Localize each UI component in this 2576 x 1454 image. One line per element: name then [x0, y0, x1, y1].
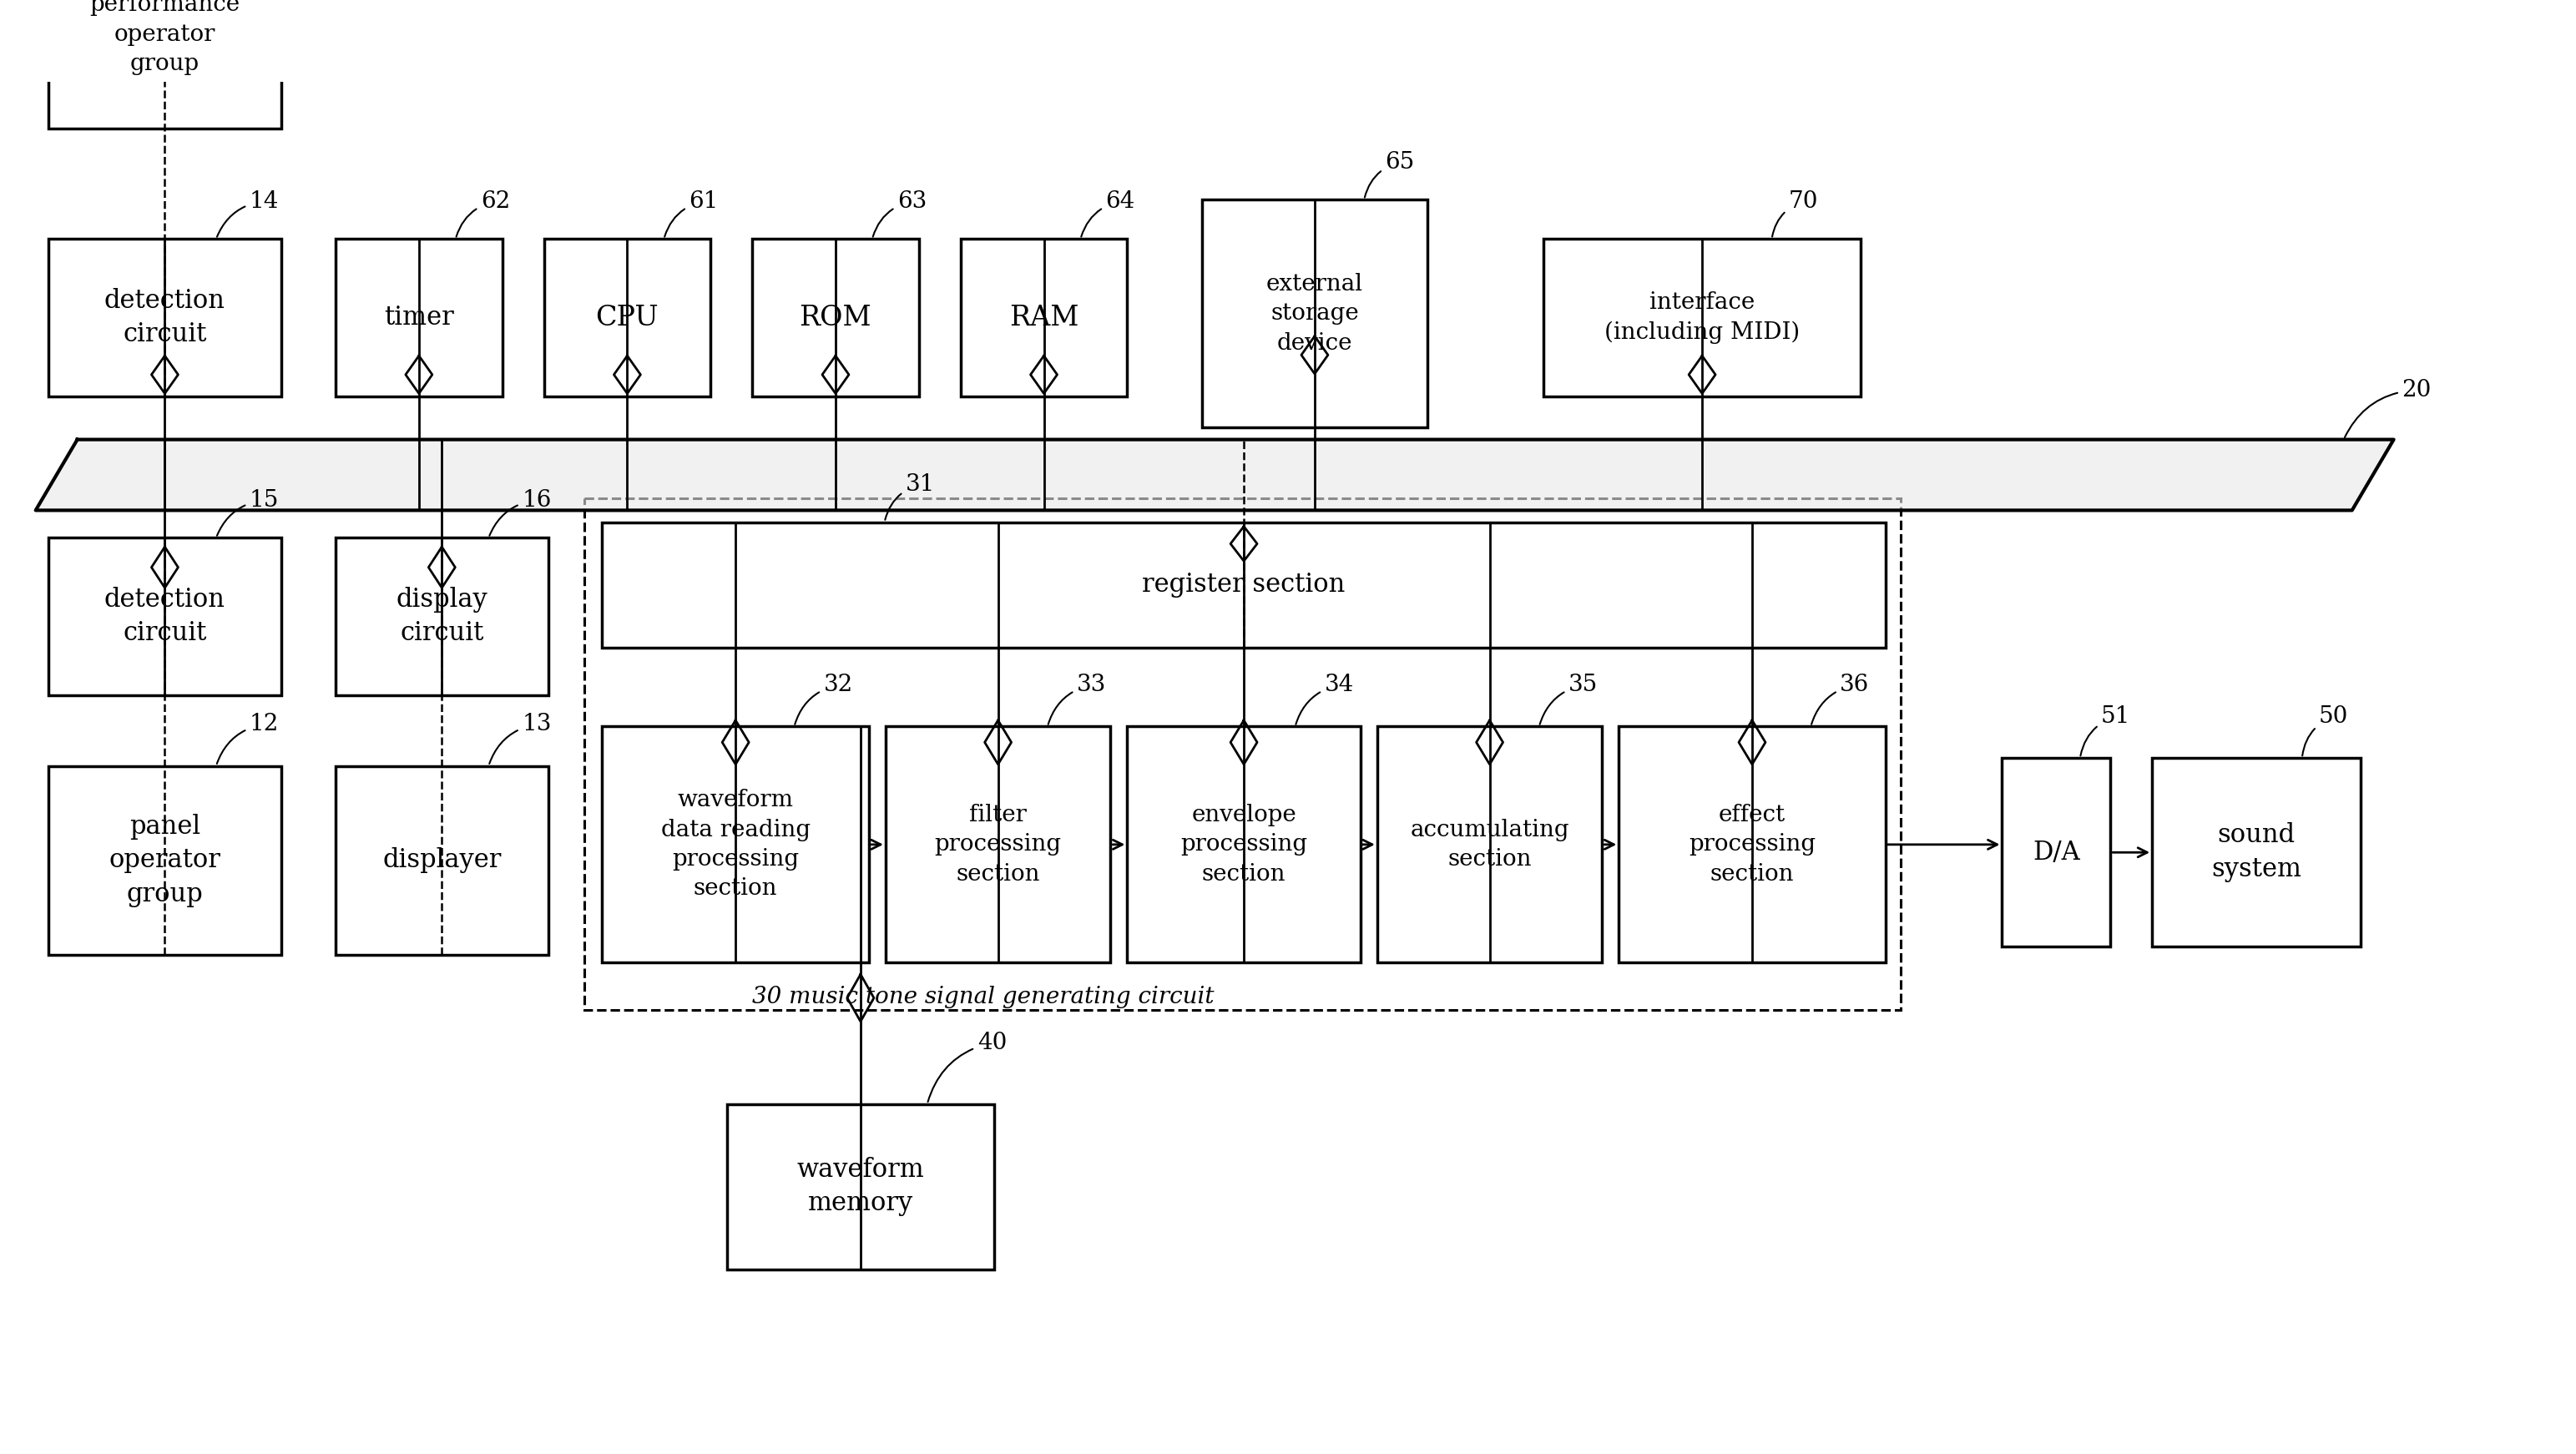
Bar — [1203, 199, 1427, 427]
Bar — [603, 522, 1886, 648]
Text: D/A: D/A — [2032, 839, 2079, 865]
Bar — [49, 238, 281, 397]
Bar — [1618, 727, 1886, 963]
Text: 40: 40 — [927, 1031, 1007, 1102]
Text: CPU: CPU — [595, 304, 659, 332]
Text: RAM: RAM — [1010, 304, 1079, 332]
Text: external
storage
device: external storage device — [1267, 273, 1363, 355]
Text: performance
operator
group: performance operator group — [90, 0, 240, 76]
Bar — [585, 499, 1901, 1009]
Text: 62: 62 — [456, 190, 510, 237]
Text: filter
processing
section: filter processing section — [935, 804, 1061, 885]
Bar — [49, 766, 281, 955]
Text: waveform
memory: waveform memory — [796, 1157, 925, 1217]
Bar — [1128, 727, 1360, 963]
Bar — [49, 0, 281, 129]
Text: waveform
data reading
processing
section: waveform data reading processing section — [662, 790, 811, 900]
Bar — [603, 727, 868, 963]
Text: sound
system: sound system — [2210, 823, 2300, 883]
Bar — [961, 238, 1128, 397]
Text: 32: 32 — [796, 673, 853, 724]
Text: 64: 64 — [1082, 190, 1136, 237]
Text: display
circuit: display circuit — [397, 586, 487, 647]
Bar — [335, 538, 549, 695]
Text: 61: 61 — [665, 190, 719, 237]
Bar — [335, 766, 549, 955]
Text: 12: 12 — [216, 712, 278, 763]
Text: interface
(including MIDI): interface (including MIDI) — [1605, 291, 1801, 345]
Bar — [2151, 758, 2360, 947]
Text: timer: timer — [384, 305, 453, 330]
Text: panel
operator
group: panel operator group — [108, 813, 222, 907]
Text: 30 music tone signal generating circuit: 30 music tone signal generating circuit — [752, 986, 1213, 1008]
Text: effect
processing
section: effect processing section — [1690, 804, 1816, 885]
Text: detection
circuit: detection circuit — [103, 586, 224, 647]
Text: 36: 36 — [1811, 673, 1870, 724]
Polygon shape — [36, 439, 2393, 510]
Text: detection
circuit: detection circuit — [103, 288, 224, 348]
Text: 14: 14 — [216, 190, 278, 237]
Bar — [2002, 758, 2110, 947]
Text: envelope
processing
section: envelope processing section — [1180, 804, 1309, 885]
Bar — [335, 238, 502, 397]
Text: ROM: ROM — [799, 304, 871, 332]
Text: displayer: displayer — [381, 848, 502, 874]
Text: 35: 35 — [1540, 673, 1597, 724]
Text: 16: 16 — [489, 489, 551, 535]
Text: 15: 15 — [216, 489, 278, 535]
Bar — [752, 238, 920, 397]
Bar — [544, 238, 711, 397]
Text: 51: 51 — [2081, 705, 2130, 756]
Text: register section: register section — [1141, 571, 1345, 598]
Text: 13: 13 — [489, 712, 551, 763]
Text: accumulating
section: accumulating section — [1409, 819, 1569, 871]
Bar — [1543, 238, 1860, 397]
Text: 70: 70 — [1772, 190, 1819, 237]
Text: 20: 20 — [2344, 378, 2432, 438]
Bar — [49, 538, 281, 695]
Text: 34: 34 — [1296, 673, 1355, 724]
Bar — [1378, 727, 1602, 963]
Text: 50: 50 — [2303, 705, 2349, 756]
Text: 65: 65 — [1365, 151, 1414, 198]
Text: 63: 63 — [873, 190, 927, 237]
Bar — [726, 1104, 994, 1269]
Bar — [886, 727, 1110, 963]
Text: 31: 31 — [886, 473, 935, 521]
Text: 33: 33 — [1048, 673, 1105, 724]
